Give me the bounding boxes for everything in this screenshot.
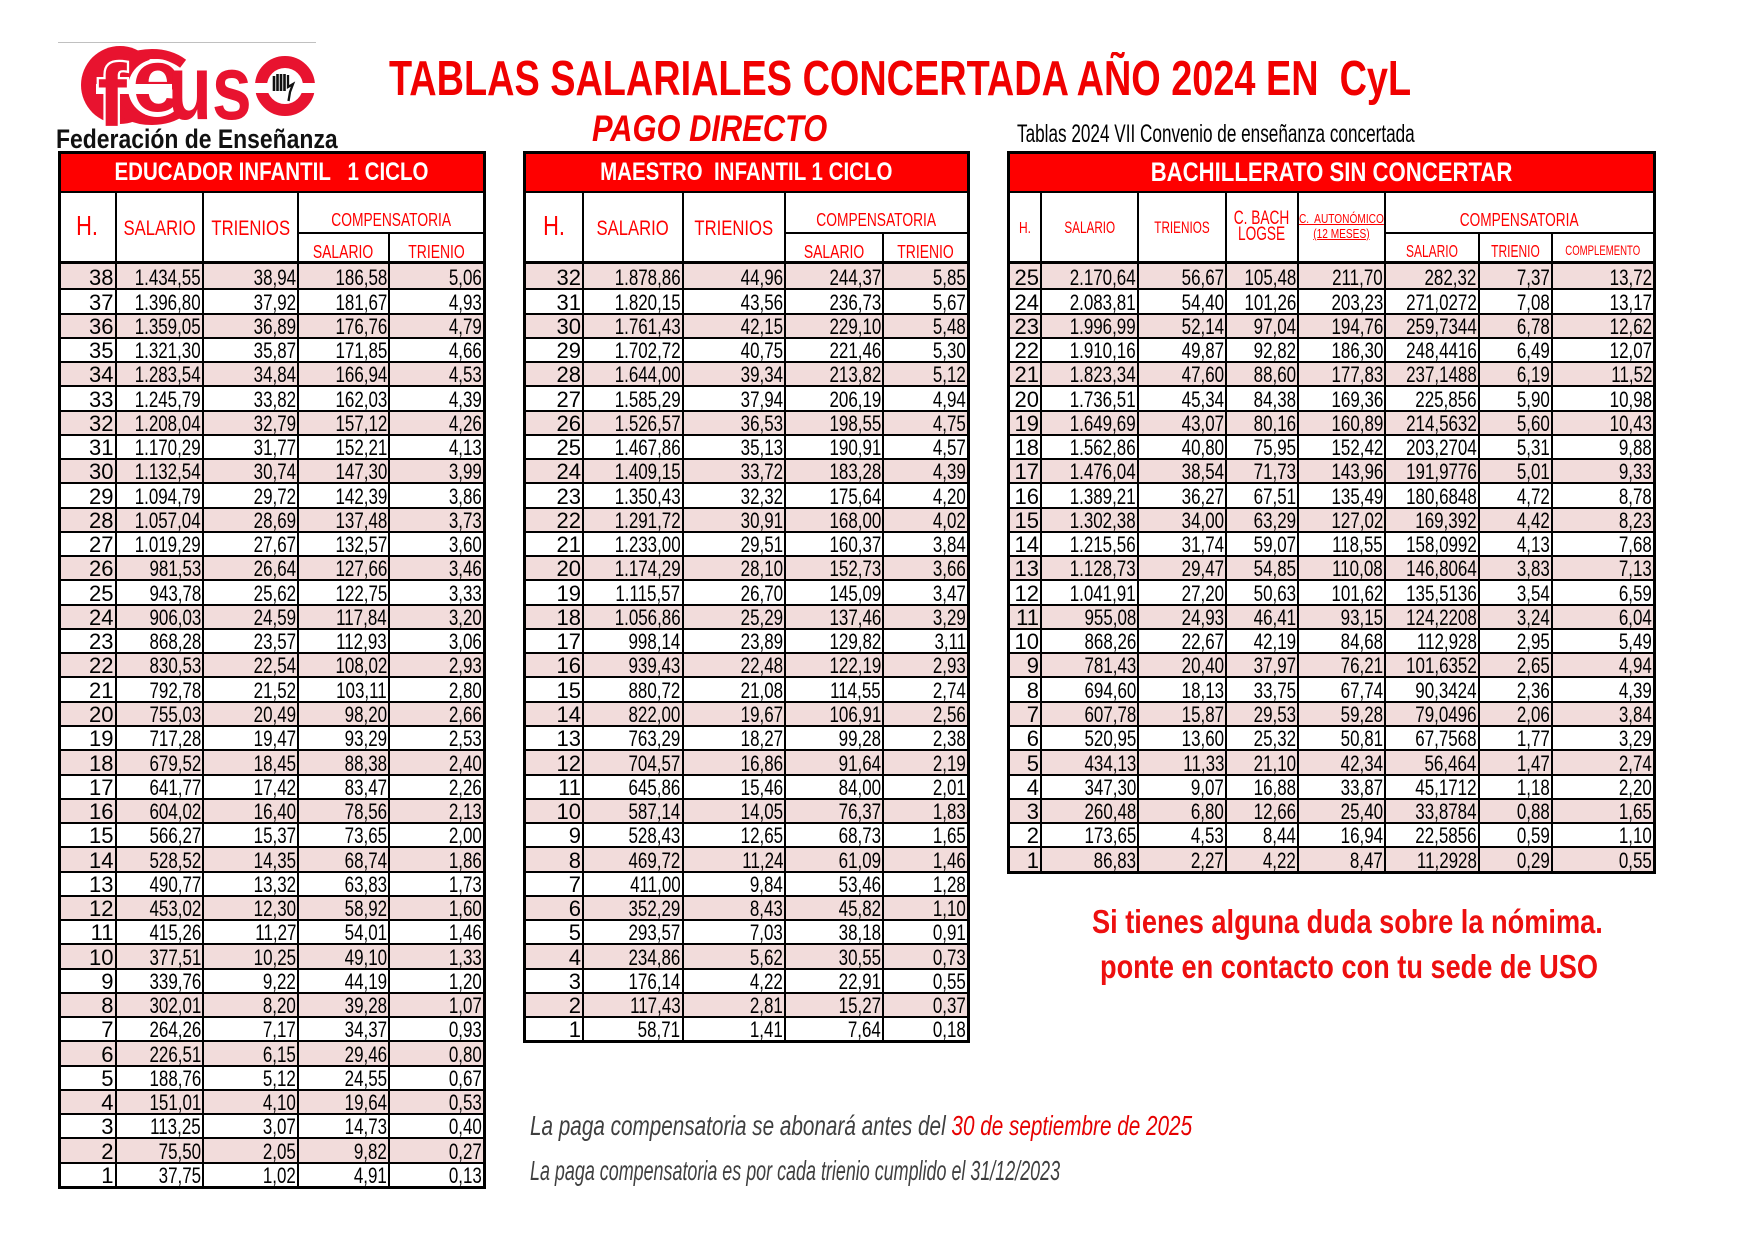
svg-text:f: f (97, 46, 127, 133)
svg-text:us: us (168, 38, 252, 133)
